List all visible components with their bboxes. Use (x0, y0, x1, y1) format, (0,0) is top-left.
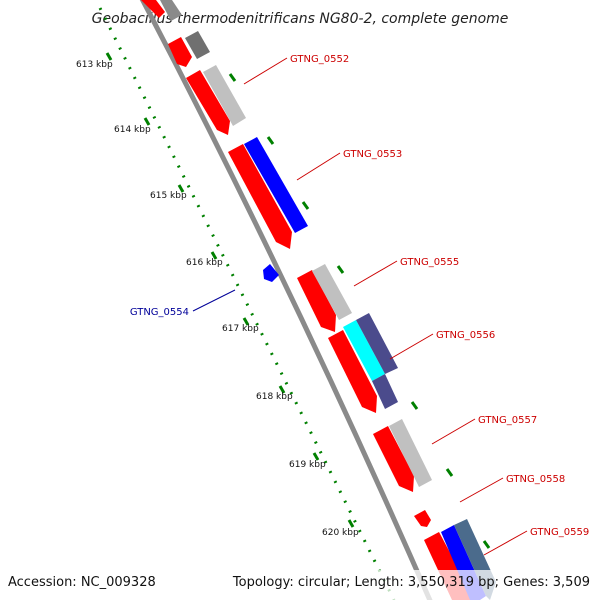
tick-label-614: 614 kbp (114, 125, 151, 135)
leader-0555 (353, 260, 398, 287)
gene-gtng-0555[interactable] (297, 270, 336, 332)
gene-small-upper[interactable] (168, 37, 192, 67)
leader-0557 (431, 418, 476, 445)
gene-gtng-0556[interactable] (328, 330, 377, 413)
tick-label-619: 619 kbp (289, 460, 326, 470)
tick-label-617: 617 kbp (222, 324, 259, 334)
ruler-tick-620 (347, 519, 355, 528)
leader-0558 (459, 477, 504, 503)
ruler-tick-613 (105, 52, 113, 61)
leader-0552 (243, 57, 288, 85)
gene-label-0553[interactable]: GTNG_0553 (343, 149, 402, 160)
gene-gtng-0557[interactable] (373, 426, 414, 492)
gene-label-0555[interactable]: GTNG_0555 (400, 257, 459, 268)
gene-label-0556[interactable]: GTNG_0556 (436, 330, 495, 341)
tick-label-620: 620 kbp (322, 528, 359, 538)
gene-gtng-0553[interactable] (228, 144, 292, 249)
gene-gtng-0558[interactable] (414, 510, 431, 527)
topology-text: Topology: circular; Length: 3,550,319 bp… (232, 575, 590, 590)
gene-label-0552[interactable]: GTNG_0552 (290, 54, 349, 65)
cog-gtng-0557 (389, 419, 432, 487)
ruler-major-ticks (105, 52, 355, 528)
cog-top-partial (160, 0, 182, 21)
genome-backbone (139, 0, 433, 600)
leader-0554 (192, 289, 236, 312)
gene-label-0559[interactable]: GTNG_0559 (530, 527, 589, 538)
ruler-tick-616 (210, 251, 218, 260)
scale-ruler (98, 7, 396, 600)
gene-label-0554[interactable]: GTNG_0554 (130, 307, 189, 318)
leader-0559 (483, 530, 528, 556)
gene-top-partial[interactable] (141, 0, 165, 18)
ruler-tick-619 (312, 452, 320, 461)
ruler-tick-614 (143, 117, 151, 126)
cog-gtng-0552 (203, 65, 246, 126)
tick-label-613: 613 kbp (76, 60, 113, 70)
leader-0553 (296, 152, 341, 181)
genome-title: Geobacillus thermodenitrificans NG80-2, … (92, 11, 509, 27)
cog-gtng-0556-tail (372, 374, 398, 409)
gene-gtng-0552[interactable] (186, 70, 230, 135)
tick-label-616: 616 kbp (186, 258, 223, 268)
cog-small-upper (185, 31, 210, 59)
label-leaders (192, 57, 528, 556)
tick-label-615: 615 kbp (150, 191, 187, 201)
ruler-tick-618 (278, 385, 286, 394)
ruler-tick-617 (242, 317, 250, 326)
footer-backdrop (0, 570, 600, 600)
gene-gtng-0554[interactable] (263, 264, 279, 282)
outer-tick-track (228, 73, 491, 549)
gene-label-0557[interactable]: GTNG_0557 (478, 415, 537, 426)
cog-gtng-0553 (244, 137, 308, 233)
ruler-tick-615 (177, 184, 185, 193)
cog-gtng-0555-gray (312, 264, 352, 320)
gene-label-0558[interactable]: GTNG_0558 (506, 474, 565, 485)
accession-text: Accession: NC_009328 (8, 575, 156, 590)
leader-0556 (389, 333, 434, 360)
tick-label-618: 618 kbp (256, 392, 293, 402)
cog-gtng-0556-cyan (343, 320, 385, 381)
cog-gtng-0556-slate (356, 313, 398, 374)
